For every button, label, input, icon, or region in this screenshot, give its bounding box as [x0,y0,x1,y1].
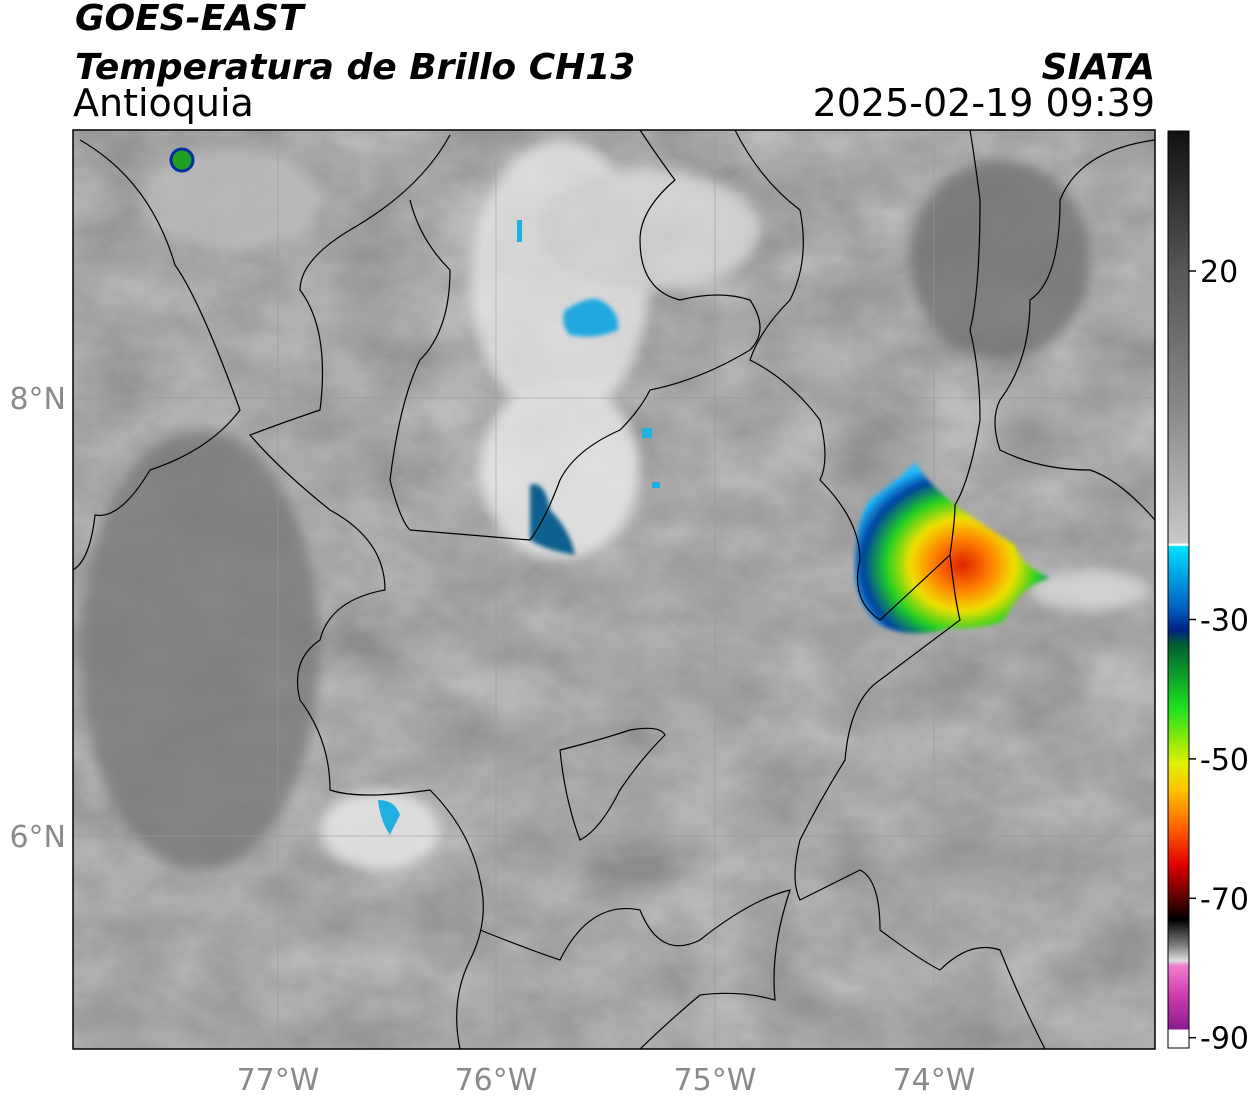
title: GOES-EAST [75,0,306,39]
colorbar-tick-label: -50 [1200,743,1249,778]
cold-cloud [530,484,575,555]
border [559,727,666,841]
bright-clouds [80,140,1150,870]
cold-cloud [169,147,195,173]
lat-tick-label: 6°N [9,820,66,855]
map-frame [72,129,1156,1050]
coastline [73,139,241,571]
lat-tick-label: 8°N [9,382,66,417]
border [248,134,484,1049]
cold-cloud [652,482,660,488]
colorbar [1167,130,1190,1049]
cold-cloud [378,800,400,835]
border [479,889,791,1049]
cold-cloud [642,428,652,438]
subtitle: Temperatura de Brillo CH13 [75,47,635,88]
cold-cloud [563,298,619,337]
border [389,130,761,541]
cold-cloud-tops [169,147,1050,835]
source: SIATA [1042,47,1155,88]
lon-tick-label: 75°W [674,1063,757,1098]
lon-tick-label: 74°W [893,1063,976,1098]
lon-tick-label: 77°W [237,1063,320,1098]
border [994,139,1155,521]
border [794,554,1046,1049]
colorbar-tick-label: -90 [1200,1022,1249,1057]
region: Antioquia [73,81,254,125]
datetime: 2025-02-19 09:39 [813,81,1155,125]
colorbar-tick-label: -70 [1200,882,1249,917]
colorbar-tick-label: -30 [1200,604,1249,639]
cold-cloud [517,220,522,242]
boundaries [73,130,1155,1049]
lon-tick-label: 76°W [455,1063,538,1098]
grid [73,130,1155,1049]
border [734,130,981,621]
colorbar-tick-label: 20 [1200,255,1238,290]
storm-cell [855,462,1050,634]
map [73,130,1155,1049]
ticks: 8°N 6°N 77°W 76°W 75°W 74°W 20 -30 -50 -70 -90 [9,255,1249,1098]
